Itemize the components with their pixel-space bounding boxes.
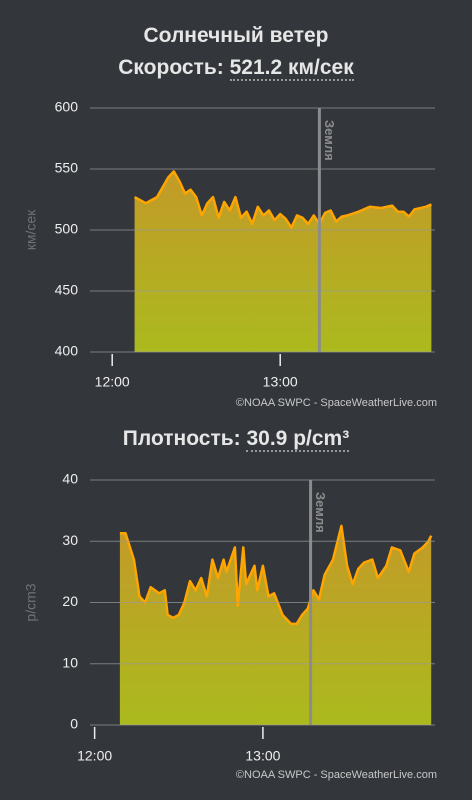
y-tick-label: 20 (62, 593, 78, 609)
earth-label: Земля (322, 120, 337, 161)
current-value: 30.9 p/cm³ (246, 427, 350, 452)
line (134, 170, 432, 229)
y-tick-label: 30 (62, 532, 78, 548)
y-tick-label: 500 (55, 221, 79, 237)
y-tick-label: 40 (62, 471, 78, 487)
x-tick-label: 13:00 (263, 374, 298, 390)
y-tick-label: 10 (62, 654, 78, 670)
credit: ©NOAA SWPC - SpaceWeatherLive.com (236, 769, 437, 781)
y-tick-label: 0 (70, 716, 78, 732)
subtitle-label: Плотность: (122, 427, 241, 450)
current-value: 521.2 км/сек (229, 56, 354, 81)
subtitle: Скорость: 521.2 км/сек (0, 56, 472, 81)
line (119, 524, 433, 626)
x-tick-label: 12:00 (95, 374, 130, 390)
y-tick-label: 400 (55, 343, 79, 359)
y-axis-label: p/cm3 (23, 583, 39, 621)
title: Солнечный ветер (143, 24, 329, 47)
y-tick-label: 450 (55, 282, 79, 298)
x-tick-label: 13:00 (245, 748, 280, 764)
subtitle: Плотность: 30.9 p/cm³ (0, 427, 472, 452)
y-tick-label: 550 (55, 160, 79, 176)
area (119, 525, 432, 725)
area (134, 171, 432, 352)
subtitle-label: Скорость: (118, 56, 224, 79)
credit: ©NOAA SWPC - SpaceWeatherLive.com (236, 397, 437, 409)
x-tick-label: 12:00 (77, 748, 112, 764)
earth-label: Земля (313, 492, 328, 533)
y-axis-label: км/сек (23, 209, 39, 250)
y-tick-label: 600 (55, 99, 79, 115)
